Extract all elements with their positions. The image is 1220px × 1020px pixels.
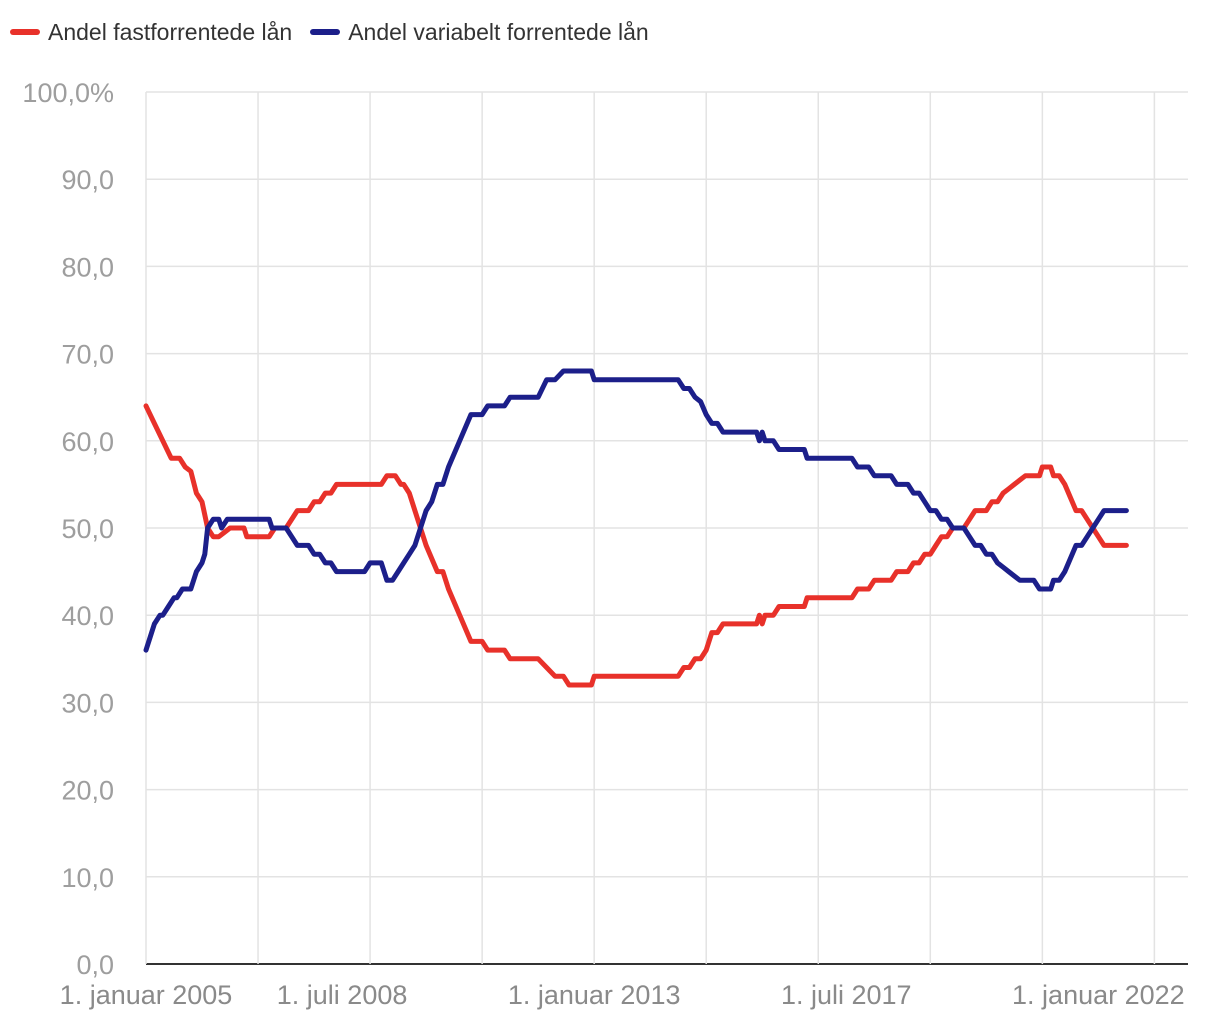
x-tick-label: 1. januar 2013	[508, 980, 681, 1010]
y-tick-label: 80,0	[61, 252, 114, 282]
y-tick-label: 50,0	[61, 514, 114, 544]
y-tick-label: 30,0	[61, 688, 114, 718]
y-axis-ticks: 0,0 10,0 20,0 30,0 40,0 50,0 60,0 70,0 80,0 90,0 1…	[22, 78, 114, 980]
y-tick-label: 20,0	[61, 776, 114, 806]
y-tick-label: 0,0	[76, 950, 114, 980]
legend-swatch-variable-rate	[310, 29, 341, 35]
x-tick-label: 1. januar 2022	[1012, 980, 1185, 1010]
x-tick-label: 1. januar 2005	[60, 980, 233, 1010]
legend-swatch-fixed-rate	[10, 29, 40, 35]
series-lines	[143, 368, 1129, 688]
y-tick-label: 90,0	[61, 165, 114, 195]
legend-item-variable-rate[interactable]: Andel variabelt forrentede lån	[310, 18, 649, 46]
y-tick-label: 10,0	[61, 863, 114, 893]
legend-item-fixed-rate[interactable]: Andel fastforrentede lån	[10, 19, 292, 46]
chart-legend: Andel fastforrentede lån Andel variabelt…	[10, 14, 649, 50]
x-tick-label: 1. juli 2017	[781, 980, 912, 1010]
y-tick-label: 60,0	[61, 427, 114, 457]
y-tick-label: 100,0%	[22, 78, 114, 108]
grid-lines	[145, 91, 1188, 965]
y-tick-label: 40,0	[61, 601, 114, 631]
legend-label-fixed-rate: Andel fastforrentede lån	[48, 18, 293, 45]
x-axis-ticks: 1. januar 2005 1. juli 2008 1. januar 2013…	[60, 980, 1185, 1010]
x-tick-label: 1. juli 2008	[277, 980, 408, 1010]
series-line-variable-rate[interactable]	[143, 368, 1129, 653]
series-line-fixed-rate[interactable]	[143, 403, 1129, 688]
legend-label-variable-rate: Andel variabelt forrentede lån	[348, 18, 649, 45]
y-tick-label: 70,0	[61, 340, 114, 370]
